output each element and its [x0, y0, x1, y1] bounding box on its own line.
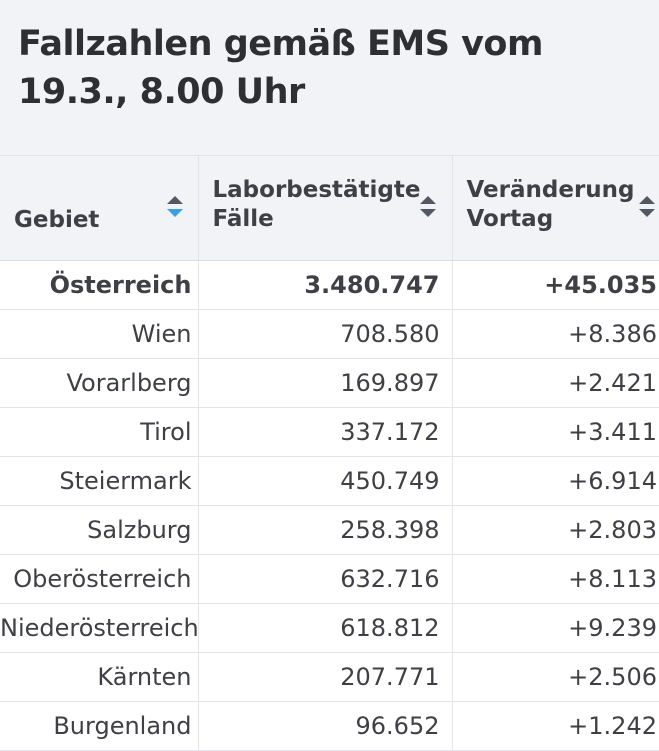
cell-region: Österreich [0, 260, 199, 310]
page-title: Fallzahlen gemäß EMS vom 19.3., 8.00 Uhr [18, 24, 543, 112]
case-table: Gebiet Laborbestätigte Fälle [0, 156, 659, 751]
cell-change: +2.506 [452, 652, 659, 702]
cell-cases: 3.480.747 [198, 260, 453, 310]
cell-cases: 337.172 [198, 407, 453, 457]
cell-cases: 450.749 [198, 456, 453, 506]
column-label-change: Veränderung Vortag [466, 177, 635, 232]
cell-region: Salzburg [0, 505, 199, 555]
column-header-cases[interactable]: Laborbestätigte Fälle [198, 156, 453, 261]
column-label-region: Gebiet [14, 207, 100, 233]
cell-change: +8.113 [452, 554, 659, 604]
table-row: Oberösterreich 632.716 +8.113 [0, 554, 659, 604]
table-row: Burgenland 96.652 +1.242 [0, 701, 659, 751]
cell-change: +2.803 [452, 505, 659, 555]
cell-cases: 618.812 [198, 603, 453, 653]
sort-icon[interactable] [638, 194, 656, 220]
cell-change: +9.239 [452, 603, 659, 653]
sort-icon[interactable] [419, 194, 437, 220]
table-row: Salzburg 258.398 +2.803 [0, 505, 659, 555]
cell-cases: 169.897 [198, 358, 453, 408]
table-row: Steiermark 450.749 +6.914 [0, 456, 659, 506]
table-header-row: Gebiet Laborbestätigte Fälle [0, 156, 659, 261]
cell-change: +2.421 [452, 358, 659, 408]
column-label-cases: Laborbestätigte Fälle [212, 177, 421, 232]
cell-change: +6.914 [452, 456, 659, 506]
cell-cases: 207.771 [198, 652, 453, 702]
cell-region: Burgenland [0, 701, 199, 751]
cell-cases: 632.716 [198, 554, 453, 604]
table-row-total: Österreich 3.480.747 +45.035 [0, 260, 659, 310]
cell-cases: 708.580 [198, 309, 453, 359]
cell-region: Wien [0, 309, 199, 359]
table-row: Kärnten 207.771 +2.506 [0, 652, 659, 702]
table-row: Niederösterreich 618.812 +9.239 [0, 603, 659, 653]
cell-change: +8.386 [452, 309, 659, 359]
sort-descending-active-icon[interactable] [166, 194, 184, 220]
cell-cases: 96.652 [198, 701, 453, 751]
table-row: Vorarlberg 169.897 +2.421 [0, 358, 659, 408]
table-row: Wien 708.580 +8.386 [0, 309, 659, 359]
cell-region: Vorarlberg [0, 358, 199, 408]
cell-change: +45.035 [452, 260, 659, 310]
title-area: Fallzahlen gemäß EMS vom 19.3., 8.00 Uhr [0, 0, 659, 156]
column-header-change[interactable]: Veränderung Vortag [452, 156, 659, 261]
cell-region: Steiermark [0, 456, 199, 506]
cell-change: +1.242 [452, 701, 659, 751]
column-header-region[interactable]: Gebiet [0, 156, 199, 261]
cell-cases: 258.398 [198, 505, 453, 555]
cell-region: Oberösterreich [0, 554, 199, 604]
table-row: Tirol 337.172 +3.411 [0, 407, 659, 457]
cell-region: Niederösterreich [0, 603, 199, 653]
cell-region: Kärnten [0, 652, 199, 702]
cell-region: Tirol [0, 407, 199, 457]
cell-change: +3.411 [452, 407, 659, 457]
